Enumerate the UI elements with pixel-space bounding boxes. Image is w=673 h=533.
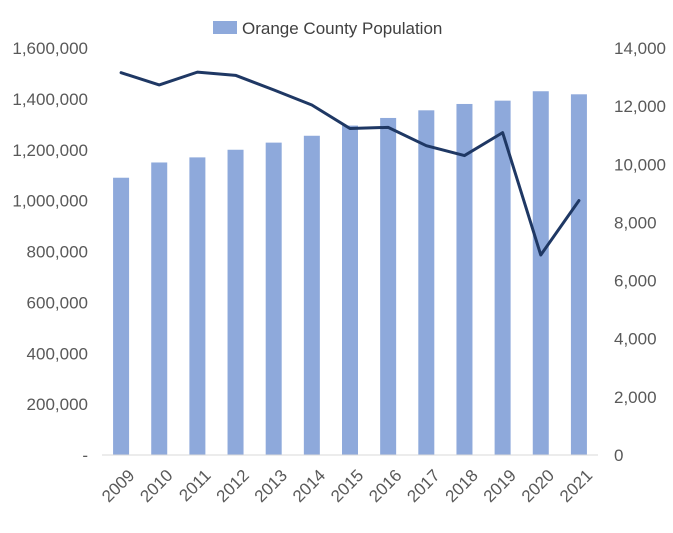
left-tick-label: 800,000 xyxy=(27,243,88,262)
x-tick-label: 2009 xyxy=(98,466,138,506)
left-tick-label: 200,000 xyxy=(27,395,88,414)
bar-2018 xyxy=(456,103,473,456)
right-tick-label: 0 xyxy=(614,446,623,465)
left-tick-label: 1,400,000 xyxy=(12,90,88,109)
legend-label: Orange County Population xyxy=(242,19,442,38)
left-tick-label: - xyxy=(82,446,88,465)
bar-2020 xyxy=(532,91,549,456)
x-tick-label: 2013 xyxy=(251,466,291,506)
left-tick-label: 400,000 xyxy=(27,344,88,363)
right-tick-label: 12,000 xyxy=(614,97,666,116)
bar-2016 xyxy=(380,117,397,455)
bar-2010 xyxy=(151,162,168,455)
bar-2015 xyxy=(342,125,358,455)
x-tick-label: 2015 xyxy=(327,466,367,506)
bar-2011 xyxy=(189,157,206,455)
bar-2019 xyxy=(494,100,511,455)
right-tick-label: 6,000 xyxy=(614,272,657,291)
bar-2014 xyxy=(303,135,320,455)
x-tick-label: 2016 xyxy=(365,466,405,506)
legend-swatch xyxy=(213,21,237,34)
right-y-axis: 0 2,000 4,000 6,000 8,000 10,000 12,000 14,000 xyxy=(614,39,666,465)
bar-2013 xyxy=(265,142,282,455)
bar-2012 xyxy=(227,149,244,455)
x-tick-label: 2017 xyxy=(403,466,443,506)
x-axis-labels: 2009201020112012201320142015201620172018… xyxy=(98,466,596,506)
x-tick-label: 2010 xyxy=(136,466,176,506)
right-tick-label: 14,000 xyxy=(614,39,666,58)
x-tick-label: 2012 xyxy=(213,466,253,506)
left-tick-label: 1,600,000 xyxy=(12,39,88,58)
right-tick-label: 8,000 xyxy=(614,213,657,232)
x-tick-label: 2014 xyxy=(289,466,329,506)
right-tick-label: 4,000 xyxy=(614,330,657,349)
x-tick-label: 2018 xyxy=(442,466,482,506)
line-series xyxy=(119,70,581,257)
legend: Orange County Population xyxy=(213,19,442,38)
x-tick-label: 2021 xyxy=(556,466,596,506)
left-tick-label: 1,000,000 xyxy=(12,192,88,211)
bar-series xyxy=(113,91,587,456)
right-tick-label: 2,000 xyxy=(614,388,657,407)
x-tick-label: 2011 xyxy=(175,466,214,505)
x-tick-label: 2019 xyxy=(480,466,520,506)
bar-2009 xyxy=(113,177,130,455)
x-tick-label: 2020 xyxy=(518,466,558,506)
left-tick-label: 1,200,000 xyxy=(12,141,88,160)
bar-2017 xyxy=(418,110,435,456)
left-y-axis: - 200,000 400,000 600,000 800,000 1,000,000 1,… xyxy=(12,39,88,465)
bar-2021 xyxy=(570,94,587,455)
right-tick-label: 10,000 xyxy=(614,155,666,174)
left-tick-label: 600,000 xyxy=(27,293,88,312)
